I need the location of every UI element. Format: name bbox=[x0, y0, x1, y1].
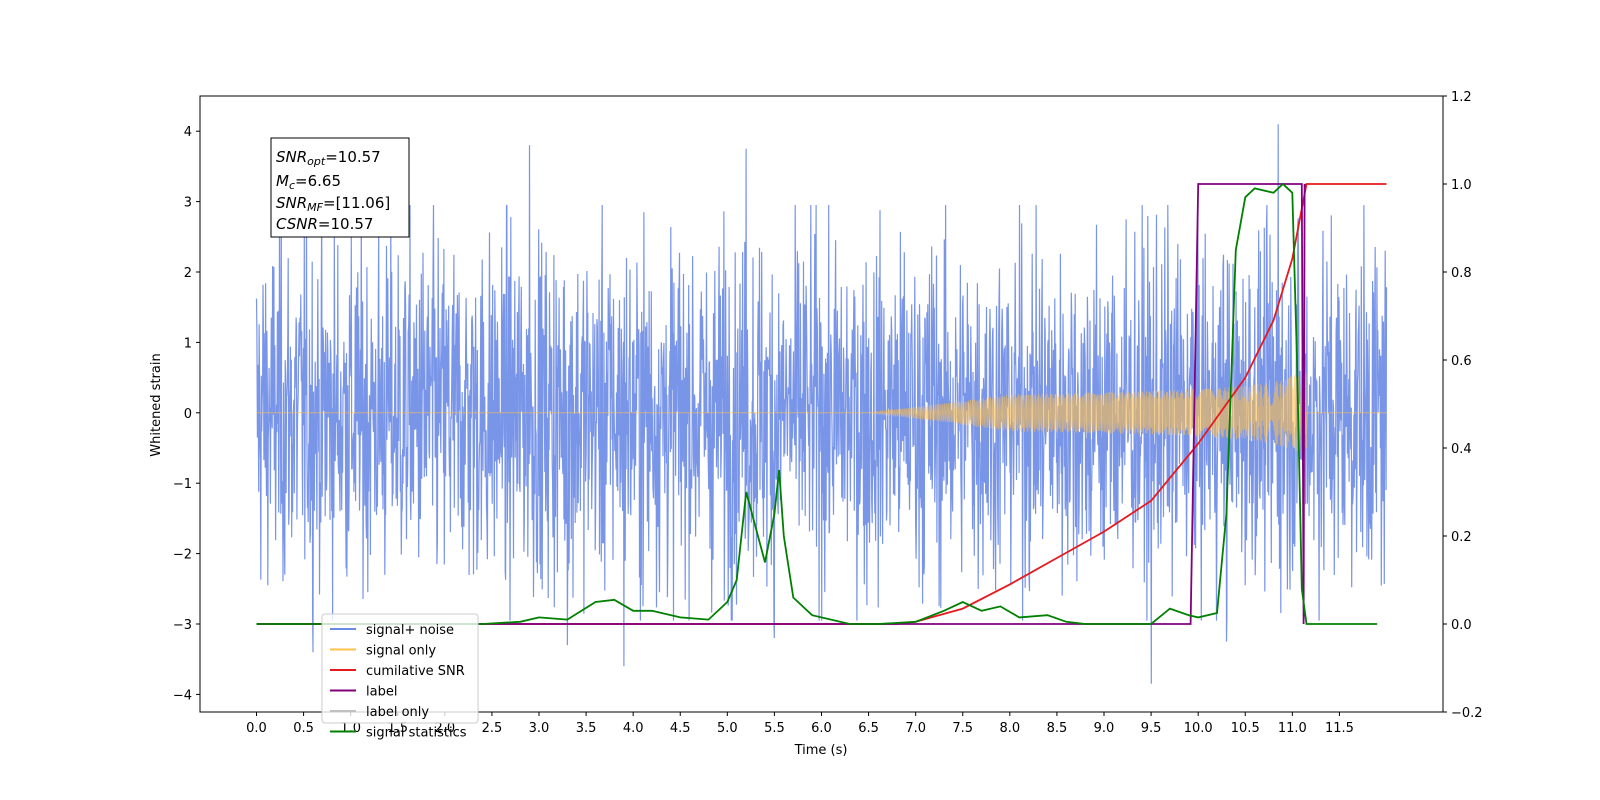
x-tick-label: 9.0 bbox=[1094, 721, 1115, 736]
y-right-tick-label: 1.2 bbox=[1451, 90, 1472, 105]
series-signal-only bbox=[256, 364, 1387, 456]
y-left-tick-label: 0 bbox=[184, 407, 192, 422]
x-tick-label: 7.0 bbox=[905, 721, 926, 736]
series-layer bbox=[255, 124, 1388, 684]
series-label bbox=[256, 183, 1306, 625]
stats-annotation-box: SNRopt=10.57 Mc=6.65 SNRMF=[11.06] CSNR=… bbox=[270, 137, 410, 238]
x-tick-label: 5.5 bbox=[764, 721, 785, 736]
x-axis: 0.0 0.5 1.0 1.5 2.0 2.5 3.0 3.5 4.0 4.5 5.0 5.5 6.0 6… bbox=[246, 712, 1354, 736]
y-axis-left: 4 3 2 1 0 −1 −2 −3 −4 bbox=[173, 125, 200, 703]
legend-label: cumilative SNR bbox=[366, 664, 465, 679]
x-tick-label: 10.5 bbox=[1231, 721, 1260, 736]
x-tick-label: 8.5 bbox=[1047, 721, 1068, 736]
mc-text: Mc=6.65 bbox=[276, 172, 341, 192]
x-tick-label: 0.0 bbox=[246, 721, 267, 736]
x-tick-label: 10.0 bbox=[1184, 721, 1213, 736]
x-tick-label: 8.0 bbox=[999, 721, 1020, 736]
x-tick-label: 3.5 bbox=[576, 721, 597, 736]
y-right-tick-label: 0.2 bbox=[1451, 530, 1472, 545]
x-axis-label: Time (s) bbox=[794, 743, 848, 758]
y-right-tick-label: 0.6 bbox=[1451, 354, 1472, 369]
x-tick-label: 6.5 bbox=[858, 721, 879, 736]
x-tick-label: 4.0 bbox=[623, 721, 644, 736]
y-right-tick-label: 0.4 bbox=[1451, 442, 1472, 457]
legend-label: signal statistics bbox=[366, 726, 467, 741]
x-tick-label: 4.5 bbox=[670, 721, 691, 736]
x-tick-label: 11.5 bbox=[1325, 721, 1354, 736]
legend-label: signal only bbox=[366, 644, 436, 659]
x-tick-label: 0.5 bbox=[293, 721, 314, 736]
x-tick-label: 7.5 bbox=[952, 721, 973, 736]
y-left-tick-label: −1 bbox=[173, 477, 192, 492]
x-tick-label: 2.0 bbox=[434, 721, 455, 736]
y-left-tick-label: 2 bbox=[184, 266, 192, 281]
y-axis-label-left: Whitened strain bbox=[149, 353, 164, 456]
y-axis-right: 1.2 1.0 0.8 0.6 0.4 0.2 0.0 −0.2 bbox=[1443, 90, 1483, 721]
y-right-tick-label: 0.8 bbox=[1451, 266, 1472, 281]
y-right-tick-label: −0.2 bbox=[1451, 706, 1483, 721]
legend-label: label only bbox=[366, 705, 429, 720]
legend: signal+ noise signal only cumilative SNR la… bbox=[321, 613, 479, 741]
snr-opt-text: SNRopt=10.57 bbox=[276, 148, 381, 168]
x-tick-label: 6.0 bbox=[811, 721, 832, 736]
x-tick-label: 2.5 bbox=[482, 721, 503, 736]
series-signal-statistics bbox=[256, 182, 1378, 625]
annotation-frame bbox=[270, 137, 410, 238]
x-tick-label: 5.0 bbox=[717, 721, 738, 736]
y-left-tick-label: 3 bbox=[184, 196, 192, 211]
legend-label: signal+ noise bbox=[366, 623, 454, 638]
legend-label: label bbox=[366, 685, 397, 700]
y-right-tick-label: 0.0 bbox=[1451, 618, 1472, 633]
legend-frame bbox=[321, 613, 479, 724]
y-left-tick-label: −2 bbox=[173, 548, 192, 563]
snr-mf-text: SNRMF=[11.06] bbox=[276, 194, 390, 214]
series-signal-plus-noise bbox=[255, 124, 1388, 684]
x-tick-label: 1.5 bbox=[387, 721, 408, 736]
x-tick-label: 11.0 bbox=[1278, 721, 1307, 736]
y-right-tick-label: 1.0 bbox=[1451, 178, 1472, 193]
y-left-tick-label: −4 bbox=[173, 688, 192, 703]
x-tick-label: 9.5 bbox=[1141, 721, 1162, 736]
x-tick-label: 3.0 bbox=[529, 721, 550, 736]
y-left-tick-label: 4 bbox=[184, 125, 192, 140]
y-left-tick-label: 1 bbox=[184, 336, 192, 351]
csnr-text: CSNR=10.57 bbox=[276, 215, 373, 233]
y-left-tick-label: −3 bbox=[173, 618, 192, 633]
